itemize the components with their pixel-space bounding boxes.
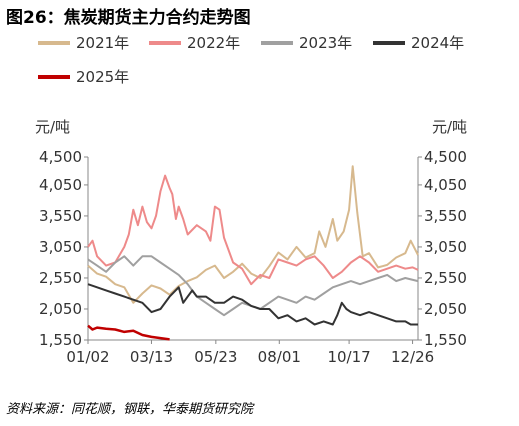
y-tick-label-right: 3,550 <box>424 207 467 225</box>
legend-label: 2024年 <box>411 34 465 52</box>
legend-item: 2021年 <box>38 32 129 53</box>
x-tick-label: 10/17 <box>327 348 370 366</box>
legend-swatch <box>38 40 70 45</box>
y-tick-label-right: 4,050 <box>424 176 467 194</box>
y-tick-label-right: 3,050 <box>424 238 467 256</box>
x-tick-label: 12/26 <box>391 348 434 366</box>
series-line-4 <box>87 283 418 326</box>
x-tick-label: 01/02 <box>66 348 109 366</box>
y-tick-label-left: 2,050 <box>39 300 82 318</box>
series-line-2 <box>87 174 419 286</box>
y-axis-left-label: 元/吨 <box>35 118 71 136</box>
y-tick-label-right: 2,550 <box>424 269 467 287</box>
legend-swatch <box>38 74 70 79</box>
legend-label: 2022年 <box>187 34 241 52</box>
y-axis-right-label: 元/吨 <box>432 118 468 136</box>
legend-label: 2023年 <box>299 34 353 52</box>
legend-item: 2023年 <box>261 32 352 53</box>
series-line-1 <box>87 165 419 304</box>
legend-swatch <box>261 40 293 45</box>
series-line-5 <box>87 324 170 341</box>
legend-label: 2025年 <box>76 68 130 86</box>
legend-item: 2025年 <box>38 66 129 87</box>
x-tick-label: 05/23 <box>194 348 237 366</box>
x-tick-label: 03/13 <box>130 348 173 366</box>
legend-item: 2022年 <box>149 32 240 53</box>
y-tick-label-left: 1,550 <box>39 331 82 349</box>
y-tick-label-right: 2,050 <box>424 300 467 318</box>
y-tick-label-left: 3,550 <box>39 207 82 225</box>
y-tick-label-left: 3,050 <box>39 238 82 256</box>
legend-label: 2021年 <box>76 34 130 52</box>
legend-swatch <box>373 40 405 45</box>
legend-swatch <box>149 40 181 45</box>
y-tick-label-left: 2,550 <box>39 269 82 287</box>
chart-title: 图26：焦炭期货主力合约走势图 <box>6 8 251 28</box>
y-tick-label-left: 4,050 <box>39 176 82 194</box>
legend-item: 2024年 <box>373 32 464 53</box>
source-note: 资料来源：同花顺，钢联，华泰期货研究院 <box>6 402 254 417</box>
x-tick-label: 08/01 <box>258 348 301 366</box>
y-tick-label-left: 4,500 <box>39 148 82 166</box>
y-tick-label-right: 4,500 <box>424 148 467 166</box>
y-tick-label-right: 1,550 <box>424 331 467 349</box>
